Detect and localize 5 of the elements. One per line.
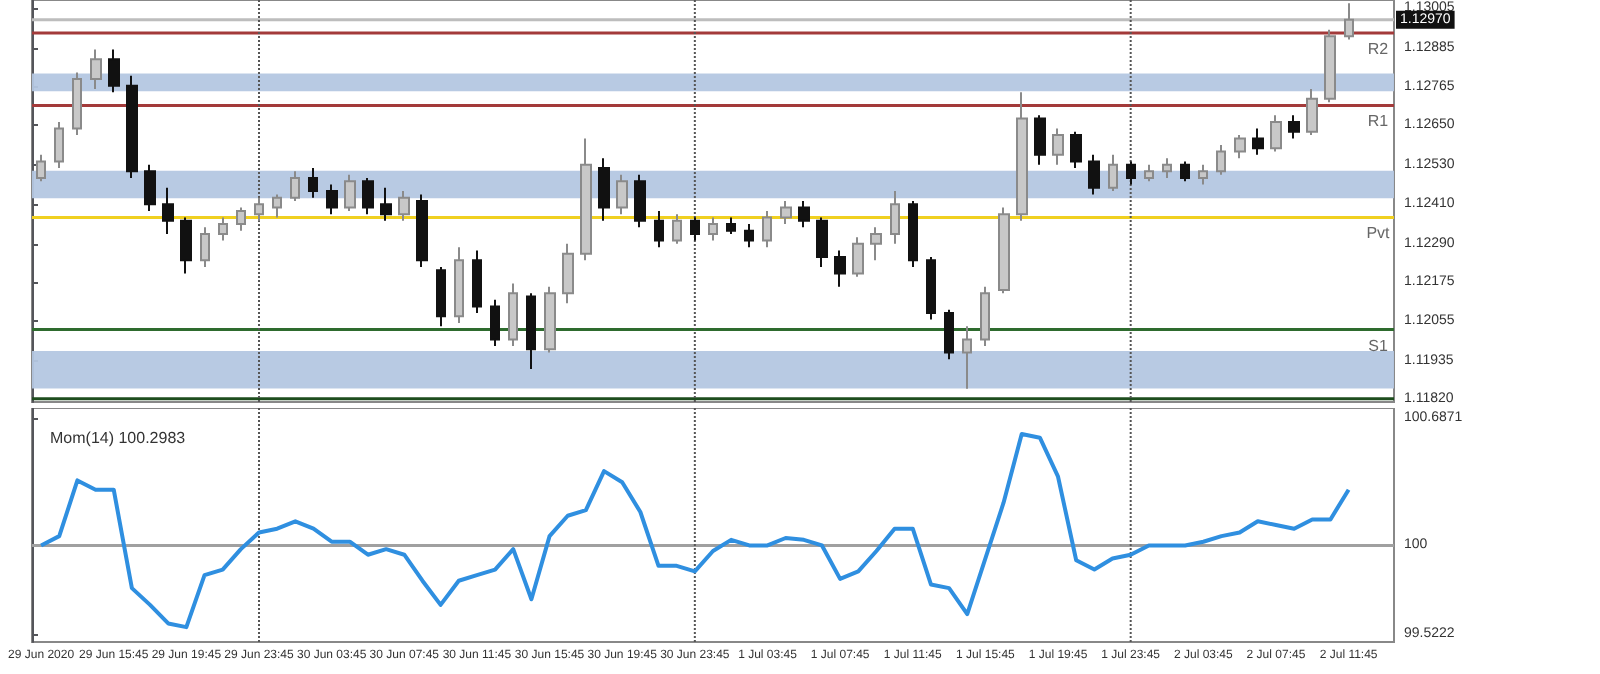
ref-line-label: Pvt — [1366, 224, 1392, 243]
ref-line-label: R1 — [1367, 112, 1390, 131]
text: Mom(14) 100.2983 — [50, 429, 187, 447]
ref-line-label: R2 — [1367, 39, 1390, 58]
ref-line-label: S1 — [1368, 336, 1389, 355]
